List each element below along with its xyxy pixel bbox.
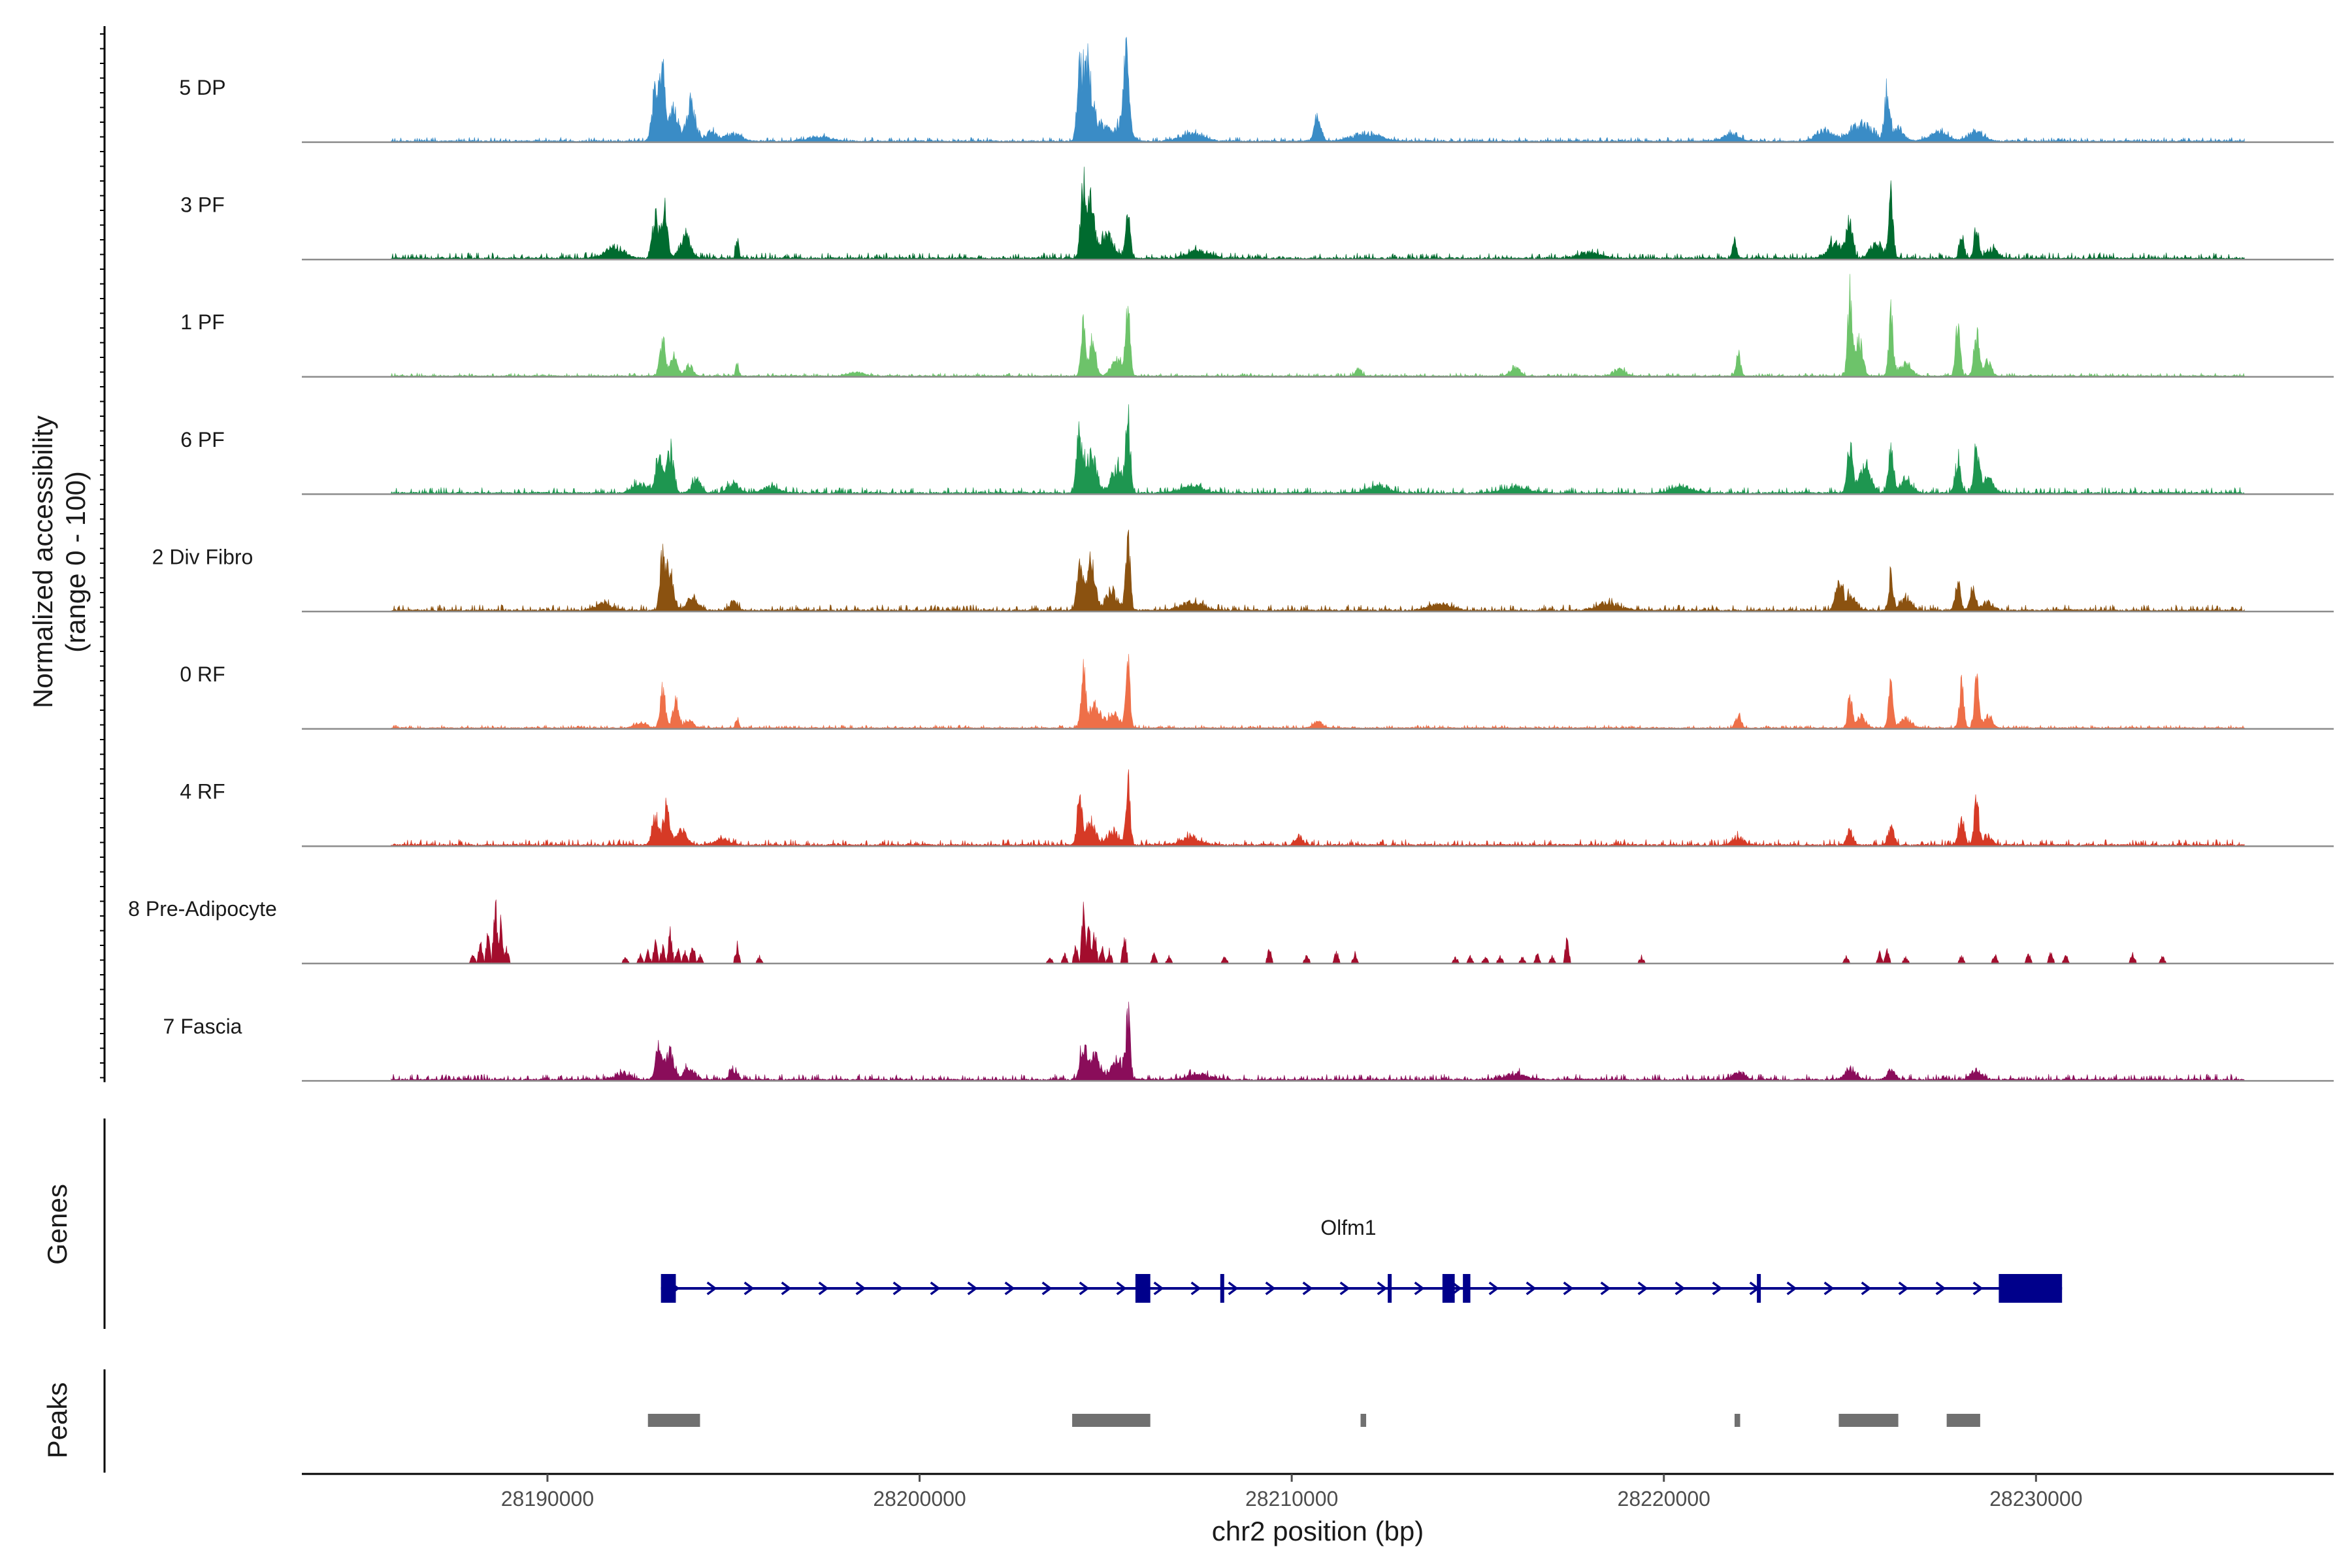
strand-arrow — [1153, 1281, 1164, 1296]
strand-arrow — [1600, 1281, 1611, 1296]
genes-panel: Genes Olfm1 — [42, 1119, 2063, 1329]
strand-arrow — [1079, 1281, 1090, 1296]
track-label: 0 RF — [180, 662, 225, 686]
genes-track-title: Genes — [42, 1184, 73, 1265]
gene-exon — [1135, 1274, 1151, 1303]
strand-arrow — [1526, 1281, 1537, 1296]
strand-arrow — [1228, 1281, 1239, 1296]
coverage-area — [391, 899, 2245, 964]
coverage-area — [391, 37, 2245, 142]
strand-arrow — [781, 1281, 792, 1296]
strand-arrow — [1935, 1281, 1946, 1296]
strand-arrow — [930, 1281, 941, 1296]
strand-arrow — [1563, 1281, 1574, 1296]
track-6-pf: 6 PF — [180, 404, 2334, 495]
track-label: 2 Div Fibro — [152, 545, 253, 568]
y-axis-title-line: (range 0 - 100) — [60, 471, 91, 653]
gene-exon — [1388, 1274, 1392, 1303]
x-axis: 28190000 28200000 28210000 28220000 28230000… — [302, 1473, 2334, 1546]
track-label: 6 PF — [180, 428, 225, 451]
track-1-pf: 1 PF — [180, 274, 2334, 378]
coverage-area — [391, 274, 2245, 377]
strand-arrow — [743, 1281, 755, 1296]
strand-arrow — [855, 1281, 866, 1296]
x-tick-label: 28220000 — [1618, 1487, 1710, 1511]
track-label: 8 Pre-Adipocyte — [128, 897, 277, 921]
strand-arrow — [1786, 1281, 1797, 1296]
strand-arrow — [1377, 1281, 1388, 1296]
strand-arrow — [1041, 1281, 1053, 1296]
x-tick-label: 28190000 — [501, 1487, 594, 1511]
track-2-div-fibro: 2 Div Fibro — [152, 529, 2334, 613]
peak-region — [1838, 1414, 1899, 1427]
gene-exon — [661, 1274, 676, 1303]
strand-arrow — [1302, 1281, 1313, 1296]
track-label: 3 PF — [180, 193, 225, 217]
peak-region — [647, 1414, 700, 1427]
strand-arrow — [1116, 1281, 1127, 1296]
strand-arrow — [706, 1281, 717, 1296]
peak-region — [1072, 1414, 1151, 1427]
strand-arrow — [1414, 1281, 1425, 1296]
coverage-area — [391, 769, 2245, 847]
track-label: 5 DP — [179, 76, 225, 99]
track-label: 1 PF — [180, 310, 225, 334]
track-8-pre-adipocyte: 8 Pre-Adipocyte — [128, 897, 2334, 965]
strand-arrow — [1674, 1281, 1686, 1296]
peak-region — [1360, 1414, 1367, 1427]
peak-region — [1946, 1414, 1980, 1427]
x-tick-label: 28210000 — [1245, 1487, 1338, 1511]
x-tick-label: 28200000 — [873, 1487, 966, 1511]
strand-arrow — [1972, 1281, 1984, 1296]
coverage-area — [391, 1002, 2245, 1081]
peaks-panel: Peaks — [42, 1369, 1980, 1473]
x-tick-label: 28230000 — [1989, 1487, 2082, 1511]
strand-arrow — [1451, 1281, 1462, 1296]
gene-exon — [1220, 1274, 1224, 1303]
strand-arrow — [1004, 1281, 1015, 1296]
track-label: 7 Fascia — [163, 1015, 242, 1038]
strand-arrow — [1190, 1281, 1201, 1296]
strand-arrow — [1861, 1281, 1872, 1296]
track-label: 4 RF — [180, 780, 225, 804]
peaks-track-title: Peaks — [42, 1382, 73, 1459]
strand-arrow — [892, 1281, 904, 1296]
coverage-area — [391, 167, 2245, 260]
gene-name-label: Olfm1 — [1320, 1216, 1376, 1239]
coverage-area — [391, 529, 2245, 612]
coverage-area — [391, 653, 2245, 729]
strand-arrow — [967, 1281, 978, 1296]
gene-exon — [1463, 1274, 1471, 1303]
coverage-panel: Normalized accessibility(range 0 - 100) 5… — [27, 26, 2334, 1083]
strand-arrow — [1488, 1281, 1499, 1296]
track-5-dp: 5 DP — [179, 37, 2334, 143]
strand-arrow — [1339, 1281, 1350, 1296]
gene-exon — [1442, 1274, 1455, 1303]
coverage-area — [391, 404, 2245, 495]
y-axis-title-line: Normalized accessibility — [27, 416, 58, 708]
strand-arrow — [1823, 1281, 1835, 1296]
x-axis-title: chr2 position (bp) — [1212, 1516, 1424, 1546]
strand-arrow — [1637, 1281, 1648, 1296]
track-7-fascia: 7 Fascia — [163, 1002, 2334, 1082]
y-axis-title: Normalized accessibility(range 0 - 100) — [27, 416, 91, 708]
track-4-rf: 4 RF — [180, 769, 2334, 847]
gene-exon — [1999, 1274, 2063, 1303]
strand-arrow — [1898, 1281, 1909, 1296]
track-0-rf: 0 RF — [180, 653, 2334, 730]
peak-region — [1734, 1414, 1740, 1427]
strand-arrow — [1712, 1281, 1723, 1296]
track-3-pf: 3 PF — [180, 167, 2334, 261]
strand-arrow — [1265, 1281, 1276, 1296]
strand-arrow — [818, 1281, 829, 1296]
gene-exon — [1757, 1274, 1761, 1303]
